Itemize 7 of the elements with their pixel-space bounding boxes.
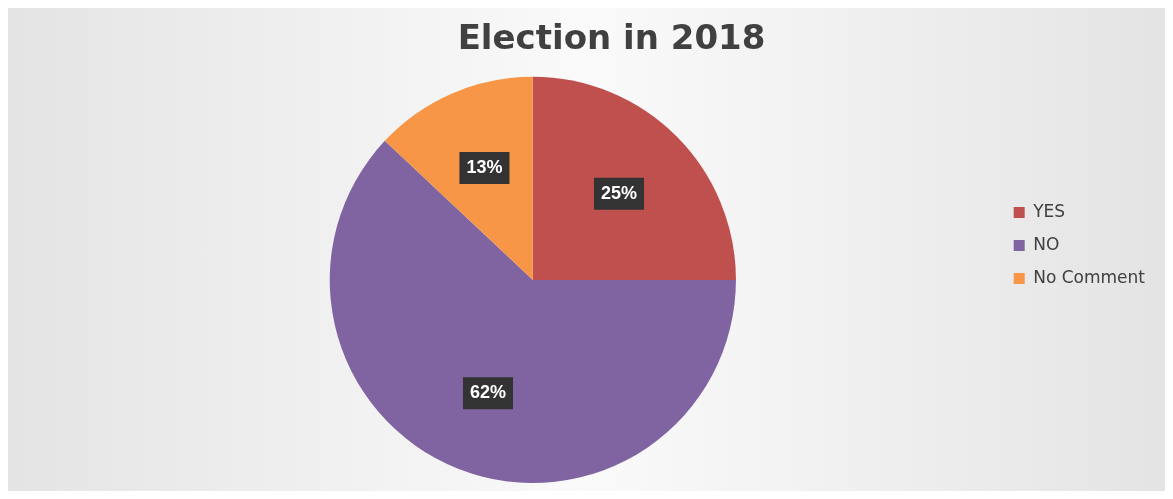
legend-label: NO <box>1033 233 1060 254</box>
chart-title: Election in 2018 <box>457 17 766 58</box>
legend-label: No Comment <box>1033 266 1146 287</box>
legend-label: YES <box>1032 200 1066 221</box>
data-label: 62% <box>469 382 506 403</box>
data-label: 13% <box>466 157 503 178</box>
data-label: 25% <box>601 182 638 203</box>
